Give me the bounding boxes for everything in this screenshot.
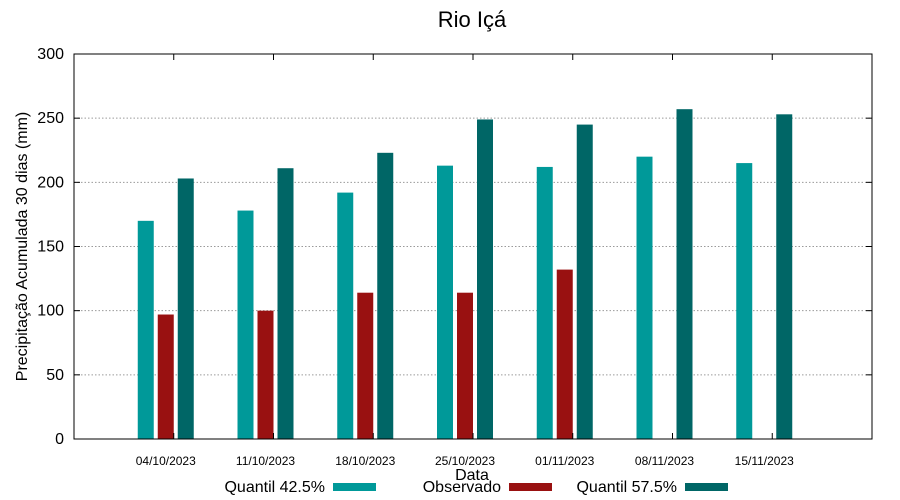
bar-observado-0 [157, 314, 174, 439]
y-tick-label: 150 [37, 239, 64, 256]
bar-quantil-42-5--4 [536, 166, 553, 439]
x-tick-label: 11/10/2023 [236, 454, 295, 468]
bar-observado-4 [556, 269, 573, 439]
y-tick-label: 200 [37, 174, 64, 191]
x-tick-label: 18/10/2023 [335, 454, 395, 468]
bar-quantil-57-5--0 [177, 178, 194, 439]
bar-quantil-57-5--4 [576, 124, 593, 439]
legend-label: Quantil 42.5% [224, 479, 325, 496]
bar-quantil-42-5--0 [137, 220, 154, 439]
legend: Quantil 42.5% Observado Quantil 57.5% [224, 479, 728, 496]
legend-swatch [509, 483, 552, 491]
y-tick-label: 50 [46, 367, 64, 384]
bar-observado-2 [357, 292, 374, 439]
legend-label: Quantil 57.5% [576, 479, 677, 496]
x-axis-title: Data [455, 467, 489, 484]
bar-quantil-57-5--2 [377, 152, 394, 440]
x-tick-label: 25/10/2023 [435, 454, 495, 468]
bar-quantil-42-5--2 [337, 192, 354, 439]
bar-quantil-42-5--5 [636, 156, 653, 439]
y-tick-label: 0 [55, 431, 64, 448]
bar-quantil-57-5--5 [676, 109, 693, 439]
x-tick-label: 01/11/2023 [535, 454, 594, 468]
legend-swatch [685, 483, 728, 491]
y-tick-label: 100 [37, 303, 64, 320]
y-axis-ticks: 0 50 100 150 200 250 300 [37, 46, 872, 448]
bar-quantil-57-5--6 [776, 114, 793, 440]
legend-swatch [333, 483, 376, 491]
x-tick-label: 08/11/2023 [635, 454, 694, 468]
plot-frame [73, 53, 873, 440]
x-tick-label: 15/11/2023 [735, 454, 794, 468]
bar-quantil-57-5--1 [277, 168, 294, 439]
x-tick-label: 04/10/2023 [136, 454, 196, 468]
y-tick-label: 300 [37, 46, 64, 63]
y-axis-title: Precipitação Acumulada 30 dias (mm) [14, 112, 31, 381]
bar-quantil-42-5--1 [237, 210, 254, 439]
bar-quantil-42-5--6 [736, 163, 753, 440]
bar-quantil-57-5--3 [477, 119, 493, 439]
legend-label: Observado [423, 479, 501, 496]
bar-quantil-42-5--3 [437, 165, 453, 439]
bar-observado-1 [257, 310, 274, 439]
x-axis-ticks: 04/10/2023 11/10/2023 18/10/2023 25/10/2023… [136, 54, 794, 468]
bars [137, 109, 793, 440]
bar-observado-3 [457, 292, 473, 439]
y-tick-label: 250 [37, 110, 64, 127]
chart-title: Rio Içá [438, 7, 507, 32]
